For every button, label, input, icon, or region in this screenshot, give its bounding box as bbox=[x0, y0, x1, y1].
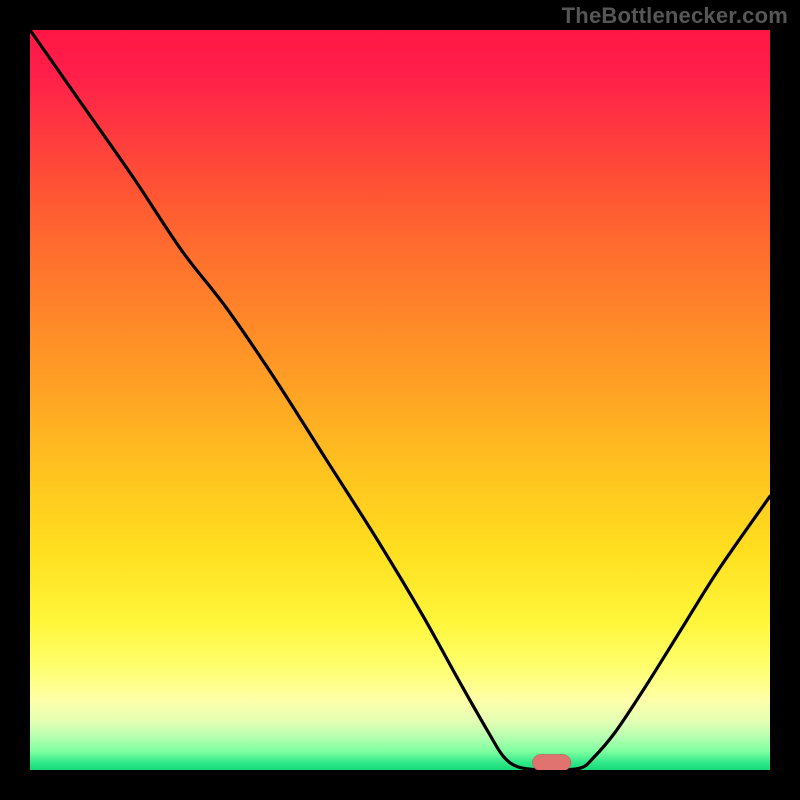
bottleneck-chart bbox=[0, 0, 800, 800]
watermark-text: TheBottlenecker.com bbox=[562, 3, 788, 29]
plot-background bbox=[30, 30, 770, 770]
chart-frame: TheBottlenecker.com bbox=[0, 0, 800, 800]
optimal-marker bbox=[532, 754, 570, 770]
